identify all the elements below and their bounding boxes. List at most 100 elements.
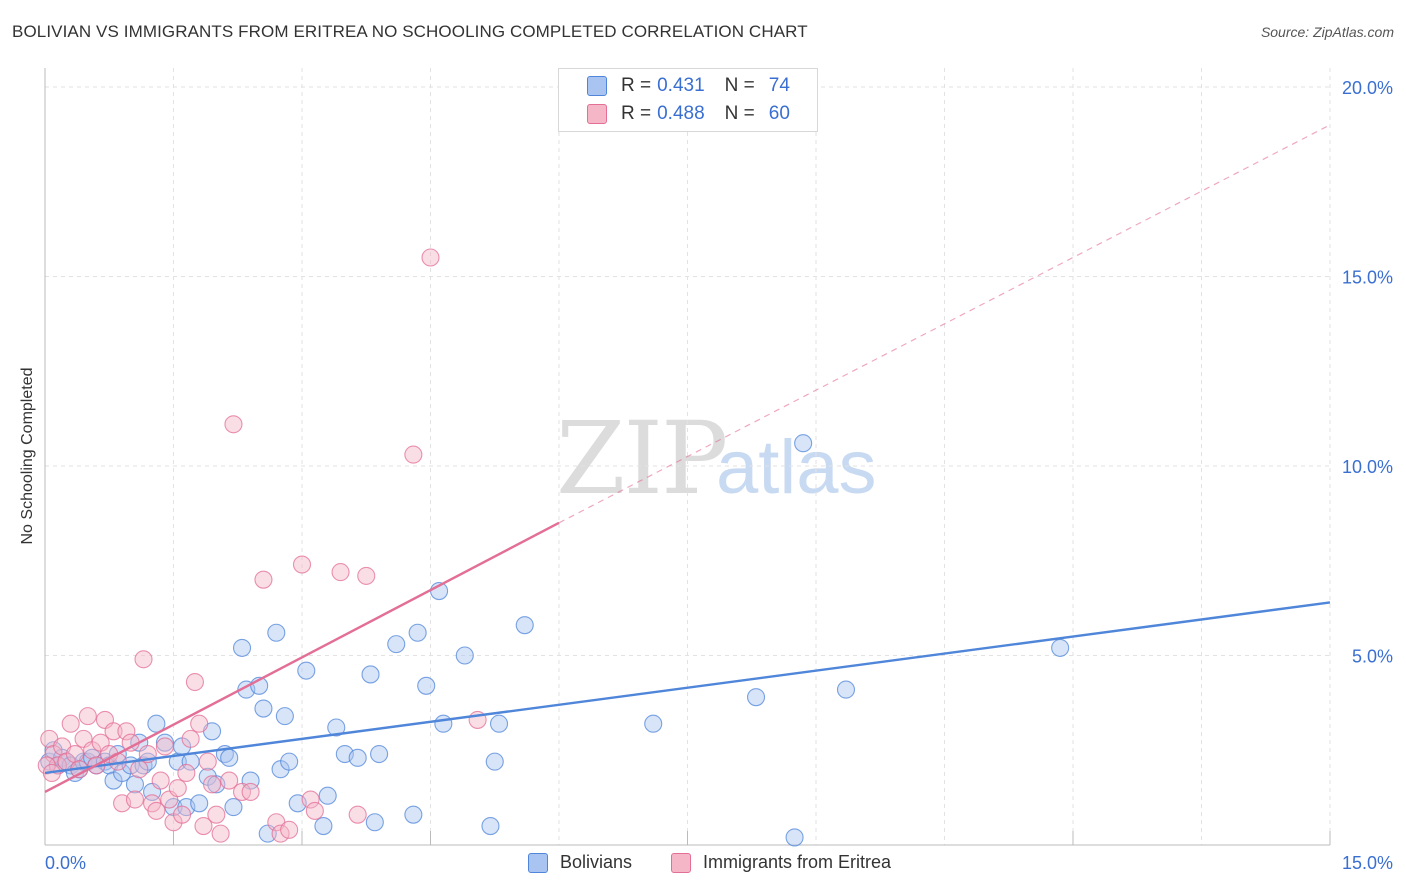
bolivians-point <box>314 816 333 836</box>
bolivians-point <box>481 816 500 836</box>
chart-title: BOLIVIAN VS IMMIGRANTS FROM ERITREA NO S… <box>12 22 808 41</box>
eritrea-point <box>151 771 170 790</box>
bolivians-point <box>155 733 174 752</box>
eritrea-point <box>65 744 85 764</box>
bolivians-point <box>404 805 423 824</box>
eritrea-point <box>198 752 217 771</box>
bolivians-point <box>297 661 316 680</box>
eritrea-point <box>254 570 273 589</box>
eritrea-trend-extension <box>558 124 1331 524</box>
eritrea-point <box>130 760 149 779</box>
bolivians-point <box>220 748 239 767</box>
x-tick-label: 0.0% <box>45 853 86 873</box>
y-tick-label: 20.0% <box>1342 78 1393 98</box>
eritrea-point <box>331 563 350 582</box>
bolivians-point <box>489 714 509 733</box>
bolivians-trend-line <box>44 601 1331 775</box>
legend-swatch-eritrea <box>671 852 691 873</box>
eritrea-point <box>305 801 324 820</box>
eritrea-point <box>147 801 166 820</box>
eritrea-point <box>220 771 239 790</box>
eritrea-point <box>134 650 153 669</box>
source-label: Source: ZipAtlas.com <box>1260 24 1394 40</box>
correlation-legend: R = 0.431 N = 74 R = 0.488 N = 60 <box>558 68 818 132</box>
eritrea-point <box>421 248 440 267</box>
bolivians-point <box>417 676 436 695</box>
legend-r-value: 0.488 <box>657 103 705 124</box>
eritrea-point <box>280 820 299 839</box>
bolivians-point <box>361 665 380 684</box>
eritrea-point <box>194 816 213 836</box>
eritrea-point <box>348 805 367 824</box>
eritrea-point <box>404 445 423 464</box>
legend-n-label: N = <box>724 103 755 124</box>
legend-row-eritrea: R = 0.488 N = 60 <box>587 101 790 127</box>
y-tick-label: 15.0% <box>1342 267 1393 287</box>
bolivians-point <box>147 714 166 733</box>
bolivians-point <box>254 699 273 718</box>
eritrea-point <box>357 566 376 585</box>
bolivians-point <box>232 638 252 657</box>
eritrea-point <box>190 714 209 733</box>
eritrea-point <box>301 790 320 809</box>
bolivians-point <box>1051 638 1070 657</box>
y-tick-label: 10.0% <box>1342 457 1393 477</box>
y-tick-label: 5.0% <box>1352 646 1393 666</box>
bolivians-point <box>327 718 346 737</box>
eritrea-point <box>241 782 260 801</box>
eritrea-point <box>61 714 80 733</box>
bolivians-point <box>785 828 804 847</box>
eritrea-trend-line <box>44 521 560 793</box>
legend-r-label: R = <box>621 103 652 124</box>
bolivians-point <box>455 646 474 665</box>
eritrea-point <box>125 790 144 809</box>
eritrea-point <box>181 729 200 748</box>
eritrea-point <box>224 415 243 434</box>
bolivians-point <box>370 744 389 764</box>
eritrea-point <box>173 805 192 824</box>
eritrea-point <box>185 672 204 692</box>
legend-label-eritrea: Immigrants from Eritrea <box>703 852 892 872</box>
bolivians-point <box>408 623 427 642</box>
eritrea-point <box>211 824 230 843</box>
legend-r-label: R = <box>621 75 652 96</box>
bolivians-point <box>644 714 663 733</box>
eritrea-point <box>271 824 290 843</box>
legend-swatch-bolivians <box>528 852 548 873</box>
eritrea-point <box>292 555 312 574</box>
bolivians-point <box>746 688 766 707</box>
bolivians-point <box>485 752 504 771</box>
eritrea-point <box>177 763 196 783</box>
series-legend: Bolivians Immigrants from Eritrea <box>0 852 1406 876</box>
legend-swatch-eritrea <box>587 104 607 124</box>
bolivians-point <box>365 813 384 832</box>
legend-n-value: 60 <box>768 103 790 124</box>
bolivians-point <box>387 635 406 654</box>
legend-item-eritrea[interactable]: Immigrants from Eritrea <box>671 852 891 873</box>
eritrea-point <box>117 722 136 741</box>
bolivians-point <box>190 794 209 813</box>
legend-n-value: 74 <box>768 75 790 96</box>
bolivians-point <box>348 748 367 767</box>
eritrea-point <box>155 737 174 756</box>
bolivians-point <box>836 680 856 699</box>
bolivians-point <box>434 714 453 733</box>
legend-label-bolivians: Bolivians <box>560 852 633 872</box>
eritrea-point <box>207 805 226 824</box>
eritrea-point <box>168 779 187 798</box>
legend-n-label: N = <box>724 75 755 96</box>
legend-swatch-bolivians <box>587 76 607 96</box>
bolivians-point <box>515 616 534 635</box>
eritrea-point <box>78 707 97 726</box>
bolivians-point <box>318 786 337 805</box>
bolivians-point <box>794 434 813 453</box>
bolivians-point <box>125 775 144 794</box>
y-axis-label: No Schooling Completed <box>19 367 36 545</box>
legend-item-bolivians[interactable]: Bolivians <box>528 852 632 873</box>
bolivians-point <box>280 752 299 771</box>
eritrea-point <box>203 775 222 794</box>
bolivians-point <box>224 798 243 817</box>
eritrea-point <box>104 722 123 741</box>
x-tick-label: 15.0% <box>1342 853 1393 873</box>
